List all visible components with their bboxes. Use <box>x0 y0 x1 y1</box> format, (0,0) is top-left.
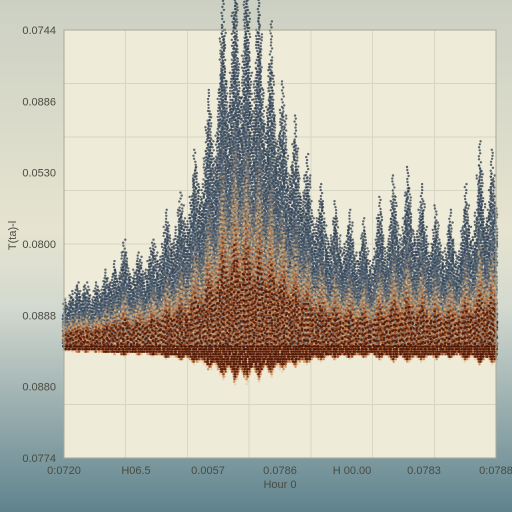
y-tick-label: 0.0886 <box>22 96 56 108</box>
chart-root: 0.0744 0.0886 0.0530 0.0800 0.0888 0.0880 0.07… <box>0 0 512 512</box>
x-tick-label: H 00.00 <box>333 465 372 477</box>
y-tick-label: 0.0774 <box>22 453 56 465</box>
x-tick-label: 0.0786 <box>263 465 297 477</box>
x-tick-label: H06.5 <box>121 465 150 477</box>
x-axis-title: Hour 0 <box>263 479 296 491</box>
y-tick-label: 0.0800 <box>22 239 56 251</box>
y-tick-label: 0.0530 <box>22 168 56 180</box>
chart-svg: 0.0744 0.0886 0.0530 0.0800 0.0888 0.0880 0.07… <box>0 0 512 512</box>
y-tick-label: 0.0744 <box>22 25 56 37</box>
x-tick-label: 0.0783 <box>407 465 441 477</box>
y-tick-label: 0.0880 <box>22 382 56 394</box>
x-tick-label: 0:0720 <box>47 465 81 477</box>
x-tick-label: 0.0057 <box>191 465 225 477</box>
y-tick-label: 0.0888 <box>22 310 56 322</box>
x-tick-label: 0:0788 <box>479 465 512 477</box>
y-axis-title: T(ta)-l <box>7 221 19 250</box>
